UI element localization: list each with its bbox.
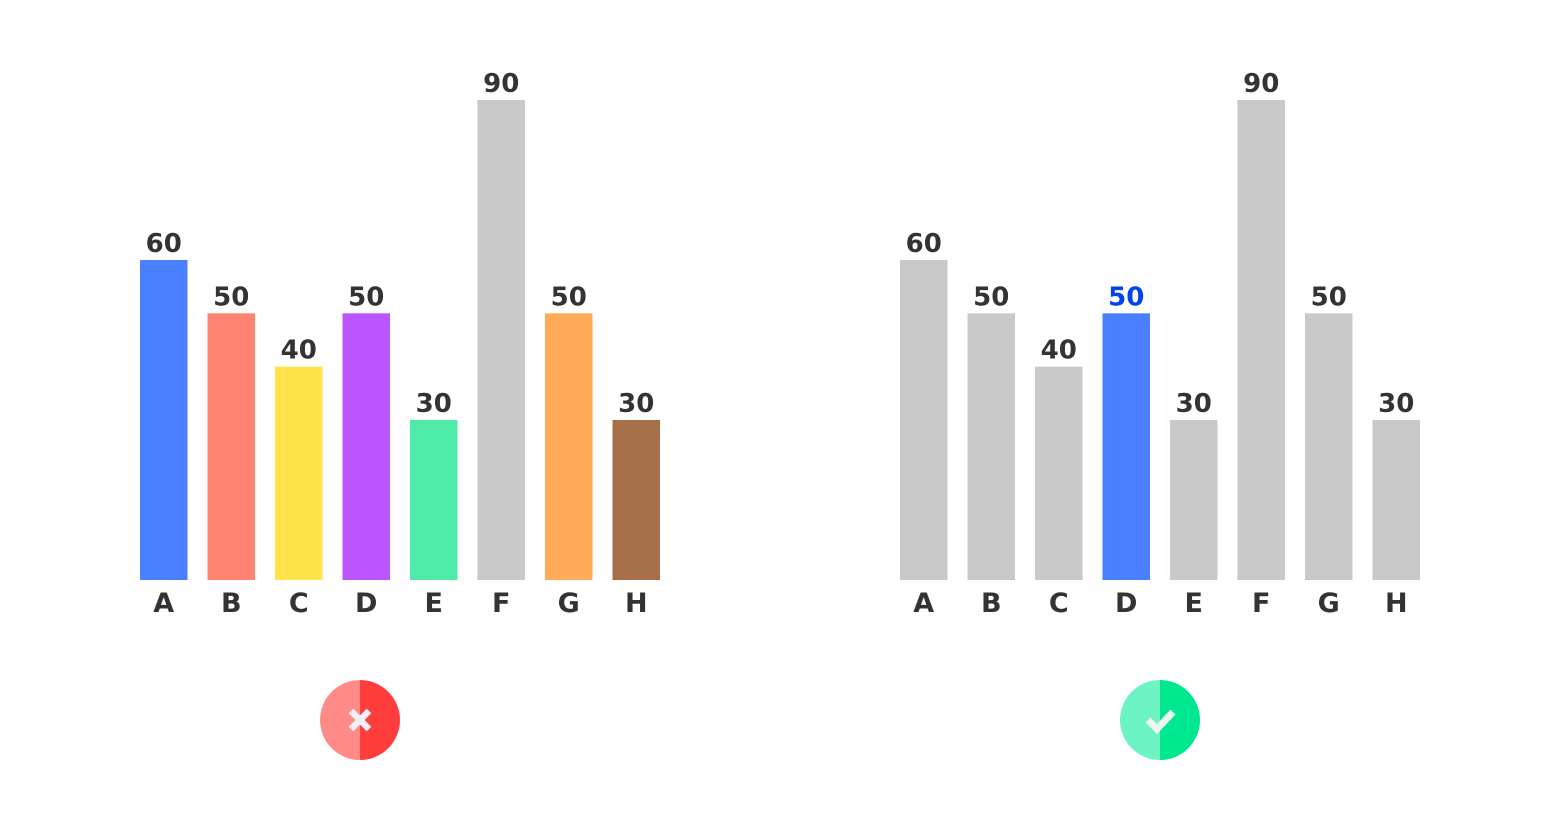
bar-b	[967, 313, 1015, 580]
x-tick-label-h: H	[1385, 588, 1408, 619]
bar-d	[1102, 313, 1150, 580]
x-tick-label-h: H	[625, 588, 648, 619]
bar-b	[207, 313, 255, 580]
value-label-e: 30	[416, 389, 452, 419]
badge-right-half	[1160, 680, 1200, 760]
value-label-d: 50	[348, 282, 384, 312]
value-label-h: 30	[618, 389, 654, 419]
value-label-g: 50	[551, 282, 587, 312]
bar-e	[1170, 420, 1218, 580]
bar-g	[545, 313, 593, 580]
value-label-e: 30	[1176, 389, 1212, 419]
x-tick-label-g: G	[558, 588, 580, 619]
bar-a	[900, 260, 948, 580]
correct-badge	[1120, 680, 1200, 760]
value-label-c: 40	[281, 336, 317, 366]
bar-g	[1305, 313, 1353, 580]
bar-f	[1237, 100, 1285, 580]
x-tick-label-b: B	[981, 588, 1002, 619]
value-label-b: 50	[213, 282, 249, 312]
x-tick-label-c: C	[1049, 588, 1069, 619]
bar-chart-incorrect: 60 A 50 B 40 C 50 D 30 E 90 F 50 G 30 H	[140, 69, 660, 619]
bar-chart-correct: 60 A 50 B 40 C 50 D 30 E 90 F 50 G 30 H	[900, 69, 1420, 619]
close-icon	[348, 708, 372, 732]
x-tick-label-e: E	[1185, 588, 1203, 619]
x-tick-label-a: A	[153, 588, 174, 619]
incorrect-badge	[320, 680, 400, 760]
bar-d	[342, 313, 390, 580]
value-label-a: 60	[146, 229, 182, 259]
value-label-h: 30	[1378, 389, 1414, 419]
badge-right-half	[360, 680, 400, 760]
bar-c	[1035, 366, 1083, 580]
x-tick-label-d: D	[1115, 588, 1137, 619]
value-label-d: 50	[1108, 282, 1144, 312]
x-tick-label-c: C	[289, 588, 309, 619]
bar-e	[410, 420, 458, 580]
x-tick-label-f: F	[1252, 588, 1270, 619]
bar-h	[1372, 420, 1420, 580]
value-label-g: 50	[1311, 282, 1347, 312]
x-tick-label-g: G	[1318, 588, 1340, 619]
bar-c	[275, 366, 323, 580]
x-tick-label-e: E	[425, 588, 443, 619]
value-label-f: 90	[1243, 69, 1279, 99]
bar-h	[612, 420, 660, 580]
x-tick-label-b: B	[221, 588, 242, 619]
x-tick-label-a: A	[913, 588, 934, 619]
badge-left-half	[1120, 680, 1160, 760]
value-label-b: 50	[973, 282, 1009, 312]
bar-a	[140, 260, 188, 580]
value-label-f: 90	[483, 69, 519, 99]
check-icon	[1145, 709, 1176, 735]
value-label-a: 60	[906, 229, 942, 259]
value-label-c: 40	[1041, 336, 1077, 366]
x-tick-label-d: D	[355, 588, 377, 619]
badge-left-half	[320, 680, 360, 760]
bar-f	[477, 100, 525, 580]
x-tick-label-f: F	[492, 588, 510, 619]
